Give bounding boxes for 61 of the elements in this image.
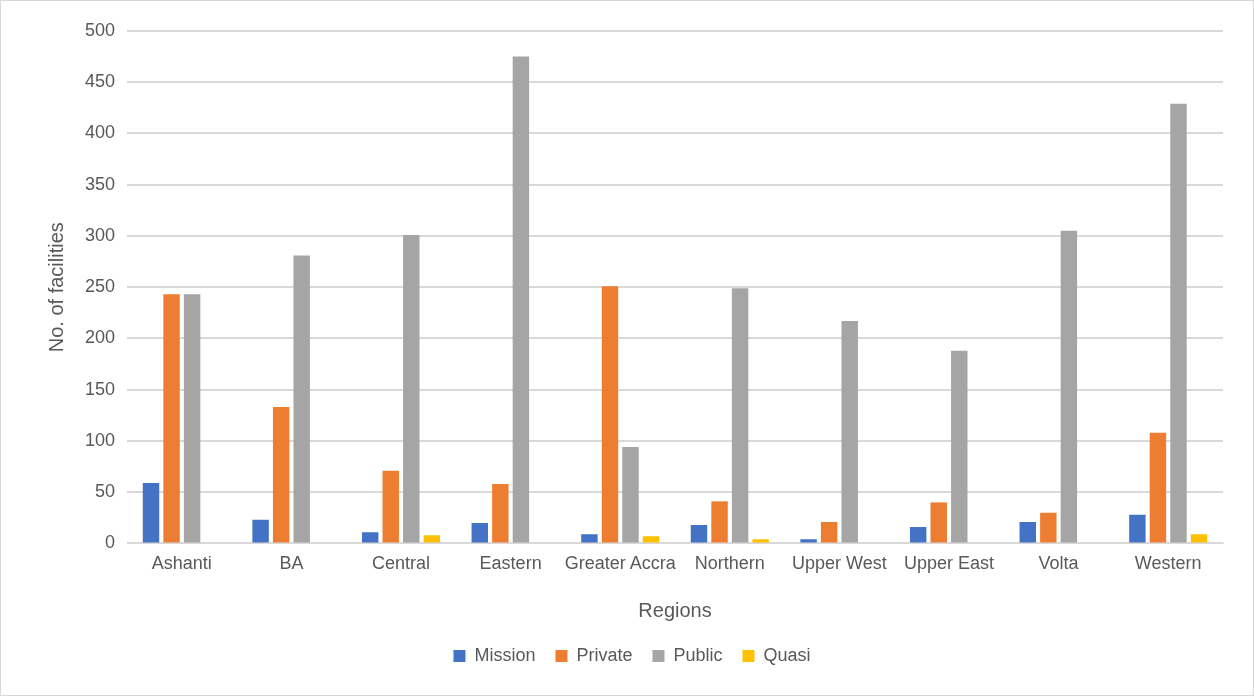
y-tick-label: 50	[95, 481, 116, 502]
bar	[163, 294, 180, 543]
y-tick-label: 350	[84, 173, 116, 194]
bar	[909, 527, 927, 543]
bar	[1129, 514, 1146, 543]
y-tick-label: 250	[84, 276, 116, 297]
x-tick-label: Upper East	[903, 553, 995, 574]
bar	[752, 539, 769, 543]
bar	[820, 521, 838, 543]
x-tick-label: Greater Accra	[564, 553, 677, 574]
bar	[731, 288, 749, 543]
y-tick-label: 200	[84, 327, 116, 348]
bar	[1040, 512, 1057, 543]
bar	[1170, 103, 1187, 543]
bar	[642, 536, 660, 543]
bar	[382, 470, 399, 543]
bar	[492, 483, 509, 543]
legend-label: Private	[576, 644, 633, 665]
x-axis-title: Regions	[638, 598, 712, 621]
legend-label: Quasi	[763, 644, 811, 665]
bar	[1149, 432, 1167, 543]
x-tick-label: BA	[279, 553, 304, 574]
bar	[930, 502, 947, 543]
bar	[423, 535, 441, 543]
bar	[800, 539, 817, 543]
x-tick-label: Eastern	[479, 553, 542, 574]
y-tick-label: 300	[84, 224, 116, 245]
bar	[1060, 230, 1078, 543]
bar	[841, 321, 858, 543]
bar	[622, 447, 639, 543]
bar	[361, 532, 379, 543]
y-tick-label: 0	[105, 532, 116, 553]
bar	[1019, 521, 1036, 543]
bar	[293, 255, 310, 543]
y-tick-label: 450	[84, 71, 116, 92]
bar	[711, 501, 728, 543]
bar	[252, 519, 269, 543]
bar	[142, 482, 160, 543]
x-tick-label: Northern	[694, 553, 765, 574]
bar	[581, 534, 598, 543]
x-tick-label: Upper West	[792, 553, 887, 574]
bar	[1190, 534, 1208, 543]
y-tick-label: 500	[84, 19, 116, 40]
legend-label: Mission	[474, 644, 536, 665]
x-tick-label: Western	[1134, 553, 1202, 574]
y-axis-title: No. of facilities	[44, 222, 67, 353]
bar	[403, 234, 420, 543]
bar	[272, 407, 290, 543]
y-tick-label: 100	[84, 429, 116, 450]
bar	[471, 522, 489, 543]
bar	[512, 56, 530, 543]
x-tick-label: Volta	[1038, 553, 1080, 574]
bar	[690, 524, 708, 543]
bar	[601, 286, 619, 543]
x-tick-label: Ashanti	[151, 553, 212, 574]
bar	[183, 294, 201, 543]
y-tick-label: 400	[84, 122, 116, 143]
bar	[951, 350, 968, 543]
y-tick-label: 150	[84, 378, 116, 399]
x-tick-label: Central	[372, 553, 431, 574]
legend-label: Public	[673, 644, 723, 665]
